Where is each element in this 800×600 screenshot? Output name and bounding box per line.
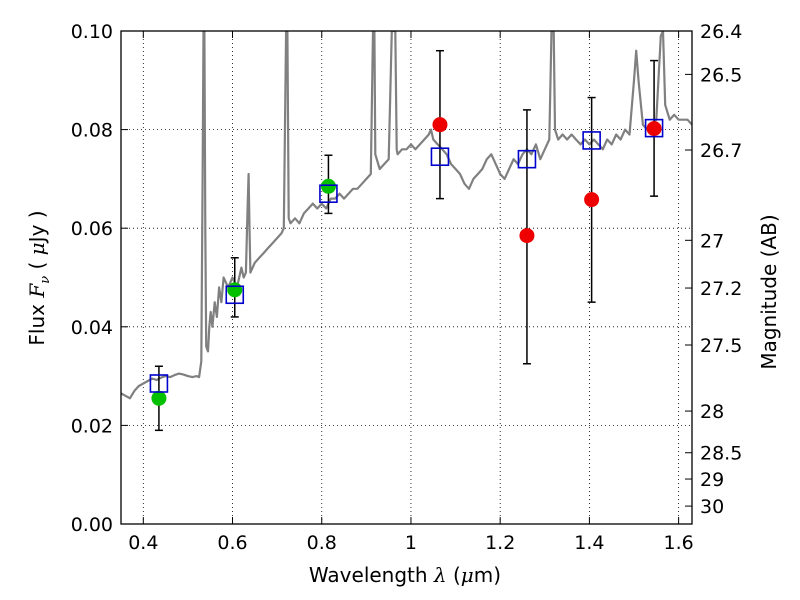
model-photometry-square (319, 184, 338, 203)
x-tick-label: 1.2 (485, 532, 515, 554)
model-photometry-square (225, 285, 245, 305)
model-spectrum-line (121, 31, 692, 400)
red-data-point (519, 228, 535, 244)
y2-tick-label: 28.5 (700, 443, 742, 465)
y2-tick-label: 28 (700, 401, 724, 423)
y-tick-label: 0.10 (71, 21, 113, 43)
plot-area (121, 31, 692, 432)
y2-axis-label: Magnitude (AB) (757, 214, 781, 369)
model-photometry-square (644, 118, 664, 138)
y2-tick-label: 30 (700, 496, 724, 518)
model-photometry-square (517, 149, 537, 169)
x-tick-label: 0.8 (307, 532, 337, 554)
plot-frame (120, 30, 693, 525)
axis-ticks: 0.4 0.6 0.8 1 1.2 1.4 1.6 0.00 0.02 0.04 0.06 0.08 0… (71, 21, 743, 554)
red-data-point (432, 117, 448, 133)
red-data-point (646, 121, 662, 137)
y-tick-label: 0.08 (71, 120, 113, 142)
y2-tick-label: 27.2 (700, 278, 742, 300)
x-tick-label: 1.4 (574, 532, 604, 554)
x-tick-label: 1 (405, 532, 417, 554)
y-tick-label: 0.02 (71, 415, 113, 437)
y-axis-label: Flux Fν ( μJy ) (25, 210, 53, 345)
red-data-point (584, 192, 600, 208)
y2-tick-label: 26.7 (700, 140, 742, 162)
x-tick-label: 0.6 (217, 532, 247, 554)
green-data-point (320, 178, 336, 194)
x-axis-label: Wavelength λ (μm) (309, 563, 501, 587)
y2-tick-label: 26.5 (700, 64, 742, 86)
y-tick-label: 0.04 (71, 317, 113, 339)
green-data-point (227, 282, 243, 298)
y2-tick-label: 29 (700, 469, 724, 491)
y-tick-label: 0.06 (71, 218, 113, 240)
x-tick-label: 0.4 (128, 532, 158, 554)
model-photometry-square (430, 147, 450, 167)
y-tick-label: 0.00 (71, 514, 113, 536)
x-tick-label: 1.6 (664, 532, 694, 554)
y2-tick-label: 27 (700, 230, 724, 252)
model-photometry-square (149, 374, 169, 393)
green-data-point (151, 390, 167, 406)
y2-tick-label: 27.5 (700, 335, 742, 357)
y2-tick-label: 26.4 (700, 21, 742, 43)
model-photometry-square (582, 131, 601, 150)
